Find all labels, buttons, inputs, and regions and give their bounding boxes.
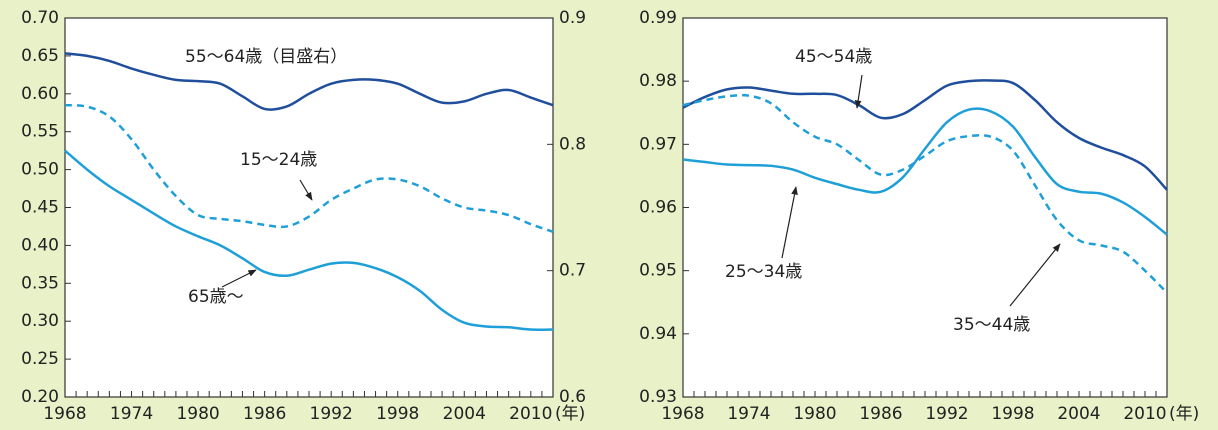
- series-label: 25〜34歳: [725, 262, 802, 282]
- series-label: 65歳〜: [188, 287, 244, 307]
- x-tick-label: 1986: [243, 404, 286, 424]
- y-tick-label: 0.55: [21, 122, 59, 142]
- series-label: 35〜44歳: [953, 315, 1030, 335]
- x-tick-label: 2004: [443, 404, 486, 424]
- x-unit: (年): [1169, 404, 1199, 424]
- series-line: [682, 107, 1168, 236]
- x-tick-label: 1998: [991, 404, 1034, 424]
- x-tick-label: 1992: [310, 404, 353, 424]
- series-line: [64, 103, 554, 233]
- y-tick-label: 0.65: [21, 46, 59, 66]
- annotation-arrow: [1009, 243, 1061, 307]
- y-tick-label: 0.25: [21, 349, 59, 369]
- y-tick-label: 0.60: [21, 84, 59, 104]
- series-line: [64, 52, 554, 111]
- series-line: [64, 149, 554, 331]
- y-tick-label: 0.30: [21, 311, 59, 331]
- series-label: 15〜24歳: [240, 150, 317, 170]
- plot-area: [64, 17, 554, 398]
- y-tick-label: 0.35: [21, 273, 59, 293]
- x-tick-label: 1980: [176, 404, 219, 424]
- series-label: 55〜64歳（目盛右）: [185, 47, 347, 67]
- x-tick-label: 1974: [110, 404, 153, 424]
- y-tick-label: 0.20: [21, 387, 59, 407]
- x-tick-label: 1992: [925, 404, 968, 424]
- plot-area: [682, 17, 1168, 398]
- series-line: [682, 79, 1168, 191]
- x-tick-label: 2010: [509, 404, 552, 424]
- x-tick-label: 2010: [1123, 404, 1166, 424]
- y2-tick-label: 0.6: [559, 387, 586, 407]
- x-tick-label: 1968: [43, 404, 86, 424]
- x-tick-label: 1968: [661, 404, 704, 424]
- series-label: 45〜54歳: [795, 47, 872, 67]
- y-tick-label: 0.45: [21, 198, 59, 218]
- y2-tick-label: 0.8: [559, 134, 586, 154]
- y-tick-label: 0.97: [639, 134, 677, 154]
- x-unit: (年): [555, 404, 585, 424]
- y-tick-label: 0.94: [639, 324, 677, 344]
- y-tick-label: 0.50: [21, 160, 59, 180]
- annotation-arrow: [221, 269, 257, 288]
- x-tick-label: 1986: [859, 404, 902, 424]
- y-tick-label: 0.70: [21, 8, 59, 28]
- y-tick-label: 0.40: [21, 235, 59, 255]
- y-tick-label: 0.98: [639, 71, 677, 91]
- x-tick-label: 1998: [376, 404, 419, 424]
- y2-tick-label: 0.7: [559, 261, 586, 281]
- x-tick-label: 1974: [727, 404, 770, 424]
- annotation-arrow: [781, 186, 798, 259]
- y2-tick-label: 0.9: [559, 8, 586, 28]
- x-tick-label: 2004: [1057, 404, 1100, 424]
- y-tick-label: 0.96: [639, 198, 677, 218]
- annotation-arrow: [299, 179, 313, 201]
- x-tick-label: 1980: [793, 404, 836, 424]
- y-tick-label: 0.99: [639, 8, 677, 28]
- y-tick-label: 0.95: [639, 261, 677, 281]
- annotation-arrow: [854, 74, 863, 109]
- y-tick-label: 0.93: [639, 387, 677, 407]
